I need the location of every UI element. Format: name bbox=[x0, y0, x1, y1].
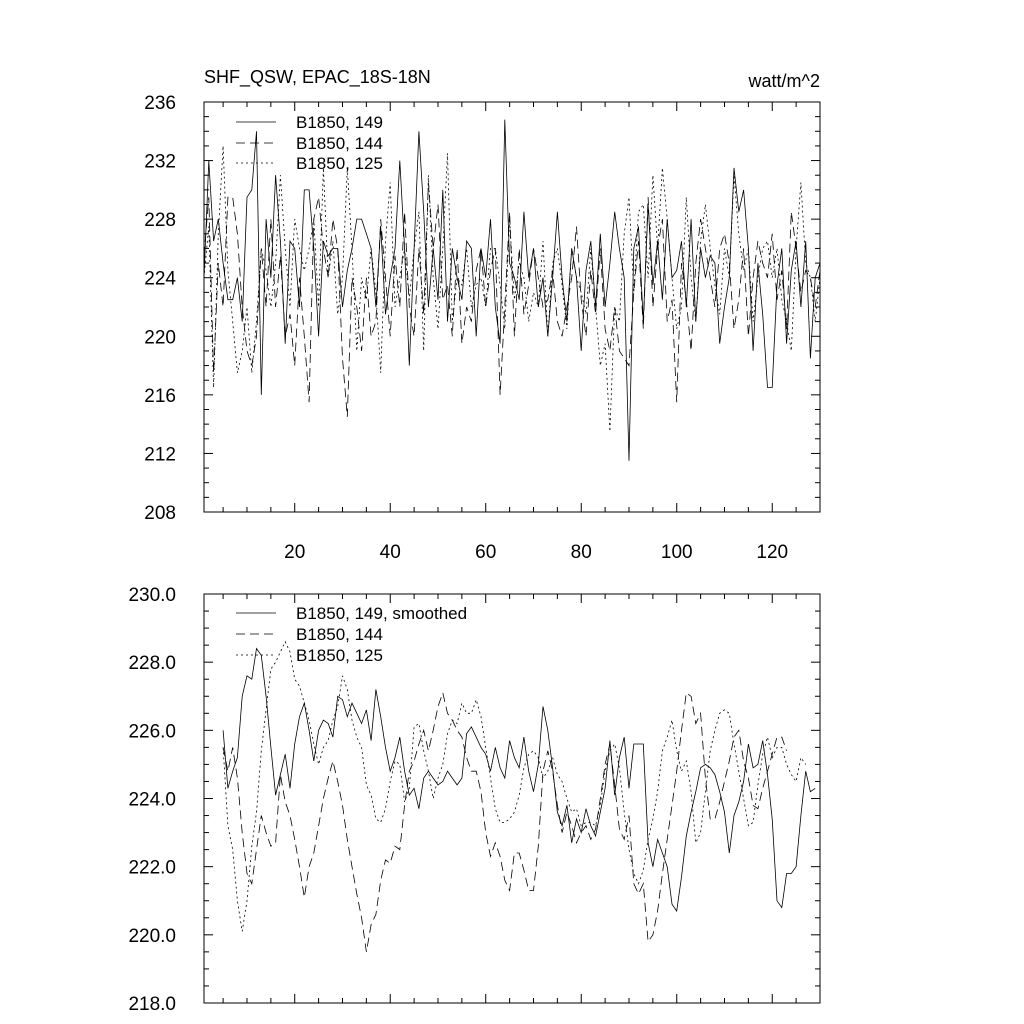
top-series-group bbox=[203, 119, 821, 461]
top-plot-frame bbox=[203, 101, 821, 513]
series-line-solid bbox=[203, 119, 821, 461]
legend-label: B1850, 144 bbox=[296, 134, 383, 153]
x-tick-label: 100 bbox=[661, 542, 693, 563]
y-tick-label: 232 bbox=[144, 152, 176, 173]
series-line-solid bbox=[222, 647, 816, 913]
bottom-ticks-group: 218.0 220.0 222.0 224.0 226.0 228.0 230.0 bbox=[128, 585, 820, 1015]
top-panel: SHF_QSW, EPAC_18S-18N watt/m^2 208 212 216… bbox=[144, 67, 821, 563]
legend-label: B1850, 125 bbox=[296, 154, 383, 173]
y-tick-label: 236 bbox=[144, 93, 176, 114]
y-tick-label: 228.0 bbox=[128, 653, 176, 674]
legend-label: B1850, 125 bbox=[296, 646, 383, 665]
y-tick-label: 224 bbox=[144, 269, 176, 290]
series-line-dot bbox=[203, 145, 821, 432]
y-tick-label: 218.0 bbox=[128, 994, 176, 1015]
x-tick-label: 120 bbox=[756, 542, 788, 563]
units-label: watt/m^2 bbox=[748, 71, 820, 91]
y-tick-label: 220.0 bbox=[128, 926, 176, 947]
top-ticks-group: 208 212 216 220 224 228 232 236 20 40 60 80 100 120 bbox=[144, 93, 820, 563]
bottom-plot-frame bbox=[203, 593, 821, 1004]
bottom-legend: B1850, 149, smoothed B1850, 144 B1850, 1… bbox=[236, 604, 467, 665]
bottom-panel: 218.0 220.0 222.0 224.0 226.0 228.0 230.0 B185… bbox=[128, 585, 821, 1015]
y-tick-label: 212 bbox=[144, 444, 176, 465]
y-tick-label: 224.0 bbox=[128, 790, 176, 811]
y-tick-label: 216 bbox=[144, 386, 176, 407]
y-tick-label: 208 bbox=[144, 503, 176, 524]
x-tick-label: 60 bbox=[475, 542, 496, 563]
series-line-long-dash bbox=[222, 691, 787, 952]
bottom-series-group bbox=[222, 640, 816, 952]
legend-label: B1850, 149, smoothed bbox=[296, 604, 467, 623]
chart-title: SHF_QSW, EPAC_18S-18N bbox=[204, 67, 431, 88]
x-tick-label: 40 bbox=[380, 542, 401, 563]
y-tick-label: 226.0 bbox=[128, 721, 176, 742]
x-tick-label: 20 bbox=[284, 542, 305, 563]
top-legend: B1850, 149 B1850, 144 B1850, 125 bbox=[236, 113, 383, 173]
y-tick-label: 220 bbox=[144, 327, 176, 348]
y-tick-label: 230.0 bbox=[128, 585, 176, 606]
legend-label: B1850, 144 bbox=[296, 625, 383, 644]
series-line-long-dash bbox=[203, 182, 821, 417]
y-tick-label: 228 bbox=[144, 210, 176, 231]
y-tick-label: 222.0 bbox=[128, 858, 176, 879]
legend-label: B1850, 149 bbox=[296, 113, 383, 132]
x-tick-label: 80 bbox=[571, 542, 592, 563]
